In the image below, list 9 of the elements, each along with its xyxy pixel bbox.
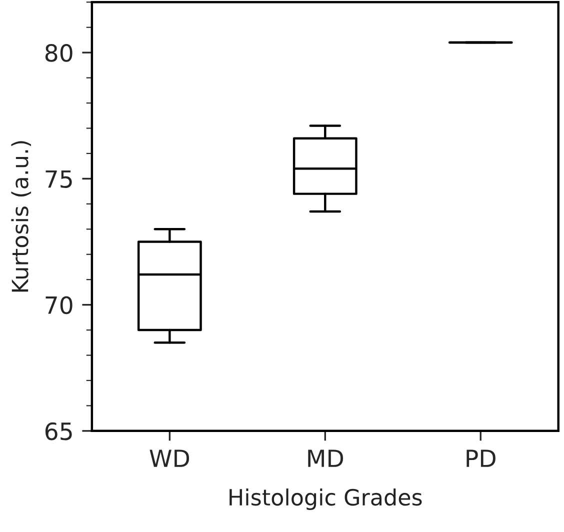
x-tick-label: WD — [150, 450, 190, 467]
x-axis-title: Histologic Grades — [230, 488, 422, 510]
x-tick-label: MD — [308, 450, 344, 467]
y-tick-label: 65 — [45, 422, 72, 440]
y-tick-label: 75 — [46, 170, 72, 188]
x-tick-label: PD — [466, 450, 496, 467]
y-tick-label: 70 — [46, 296, 72, 314]
y-axis-title: Kurtosis (a.u.) — [11, 141, 32, 292]
y-tick-label: 80 — [45, 44, 72, 62]
